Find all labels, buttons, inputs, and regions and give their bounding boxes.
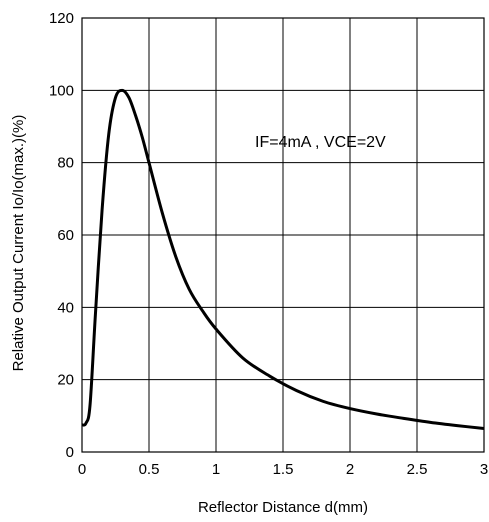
y-tick-label: 80	[57, 155, 74, 172]
x-tick-label: 1.5	[273, 461, 294, 478]
x-tick-label: 2.5	[407, 461, 428, 478]
condition-annotation: IF=4mA , VCE=2V	[255, 134, 386, 151]
y-tick-label: 100	[49, 82, 74, 99]
x-tick-label: 2	[346, 461, 354, 478]
x-tick-labels: 0 0.5 1 1.5 2 2.5 3	[78, 461, 488, 478]
y-tick-label: 120	[49, 10, 74, 27]
series-layer	[81, 88, 485, 430]
plot-border	[81, 17, 485, 453]
y-axis-title: Relative Output Current Io/Io(max.)(%)	[10, 115, 27, 372]
x-tick-label: 1	[212, 461, 220, 478]
x-tick-label: 3	[480, 461, 488, 478]
y-tick-label: 20	[57, 372, 74, 389]
y-tick-label: 40	[57, 299, 74, 316]
series-line	[81, 88, 485, 430]
y-tick-label: 0	[66, 444, 74, 461]
grid-lines	[81, 17, 485, 453]
y-tick-label: 60	[57, 227, 74, 244]
plot-frame	[81, 17, 485, 453]
x-tick-label: 0	[78, 461, 86, 478]
x-axis-title: Reflector Distance d(mm)	[198, 499, 368, 516]
x-tick-label: 0.5	[139, 461, 160, 478]
y-tick-labels: 0 20 40 60 80 100 120	[49, 10, 74, 461]
